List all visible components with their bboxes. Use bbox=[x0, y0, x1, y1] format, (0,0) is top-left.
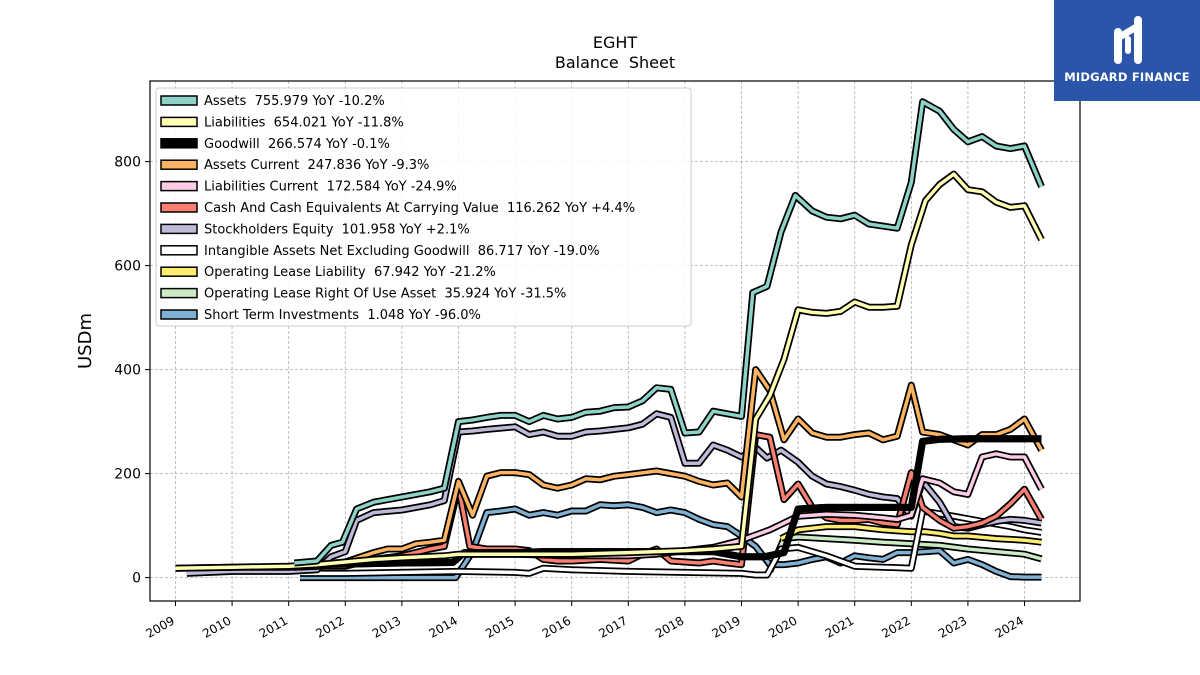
legend-label: Liabilities Current 172.584 YoY -24.9% bbox=[204, 180, 457, 195]
legend-label: Assets 755.979 YoY -10.2% bbox=[204, 94, 385, 109]
series-line bbox=[766, 533, 1043, 573]
legend-swatch bbox=[160, 95, 198, 106]
legend-label: Operating Lease Liability 67.942 YoY -21… bbox=[204, 265, 496, 280]
legend-label: Stockholders Equity 101.958 YoY +2.1% bbox=[204, 222, 470, 237]
series-outline bbox=[294, 366, 1045, 571]
y-tick-label: 800 bbox=[114, 155, 141, 171]
series-line bbox=[300, 507, 1043, 579]
plot-frame bbox=[149, 80, 1081, 602]
series-path bbox=[294, 100, 1044, 565]
chart-subtitle: Balance Sheet bbox=[555, 53, 675, 72]
series-line bbox=[175, 170, 1045, 572]
series-line bbox=[779, 523, 1042, 546]
series-line bbox=[300, 501, 1042, 582]
legend-label: Operating Lease Right Of Use Asset 35.92… bbox=[204, 287, 566, 302]
x-tick-label: 2015 bbox=[483, 613, 516, 640]
y-axis: 0 200 400 600 800 bbox=[114, 155, 150, 587]
series-path bbox=[780, 524, 1042, 544]
legend-swatch bbox=[160, 266, 198, 277]
x-tick-label: 2023 bbox=[936, 613, 969, 640]
x-tick-label: 2020 bbox=[766, 613, 799, 640]
y-axis-label: USDm bbox=[75, 313, 96, 369]
legend: Assets 755.979 YoY -10.2% Liabilities 654… bbox=[155, 87, 692, 327]
legend-label: Intangible Assets Net Excluding Goodwill… bbox=[204, 244, 600, 259]
series-line bbox=[293, 98, 1045, 567]
brand-logo: MIDGARD FINANCE bbox=[1054, 0, 1200, 101]
x-tick-label: 2022 bbox=[879, 613, 912, 640]
series-path bbox=[175, 432, 1044, 570]
x-tick-label: 2017 bbox=[596, 613, 629, 640]
series-path bbox=[768, 535, 1042, 573]
y-tick-label: 200 bbox=[114, 467, 141, 483]
x-tick-label: 2016 bbox=[540, 613, 573, 640]
legend-swatch bbox=[160, 287, 198, 299]
legend-label: Liabilities 654.021 YoY -11.8% bbox=[204, 115, 404, 130]
series-path bbox=[300, 503, 1042, 580]
x-tick-label: 2009 bbox=[144, 613, 177, 640]
legend-swatch bbox=[160, 180, 198, 192]
x-tick-label: 2011 bbox=[257, 613, 290, 640]
x-tick-label: 2012 bbox=[313, 613, 346, 640]
x-tick-label: 2019 bbox=[710, 613, 743, 640]
y-tick-label: 600 bbox=[114, 259, 141, 275]
brand-name: MIDGARD FINANCE bbox=[1064, 70, 1190, 84]
series-layer bbox=[175, 98, 1045, 582]
legend-swatch bbox=[160, 245, 198, 256]
legend-swatch bbox=[160, 223, 198, 235]
legend-swatch bbox=[160, 202, 198, 213]
y-tick-label: 0 bbox=[132, 571, 141, 587]
legend-label: Assets Current 247.836 YoY -9.3% bbox=[204, 158, 429, 173]
chart-title: EGHT bbox=[593, 33, 638, 52]
legend-label: Goodwill 266.574 YoY -0.1% bbox=[204, 137, 390, 152]
series-path bbox=[175, 172, 1044, 570]
x-tick-label: 2013 bbox=[370, 613, 403, 640]
x-tick-label: 2014 bbox=[427, 613, 460, 640]
legend-box bbox=[155, 87, 692, 327]
legend-label: Cash And Cash Equivalents At Carrying Va… bbox=[204, 201, 635, 216]
x-tick-label: 2010 bbox=[200, 613, 233, 640]
series-line bbox=[294, 366, 1045, 571]
x-axis: 2009 2010 2011 2012 2013 2014 2015 2016 2017 2018… bbox=[144, 601, 1026, 641]
brand-logo-icon bbox=[1114, 16, 1142, 64]
series-line bbox=[175, 431, 1045, 572]
x-tick-label: 2021 bbox=[823, 613, 856, 640]
legend-swatch bbox=[160, 138, 198, 149]
legend-swatch bbox=[160, 116, 198, 128]
legend-swatch bbox=[160, 309, 198, 320]
y-tick-label: 400 bbox=[114, 363, 141, 379]
legend-swatch bbox=[160, 159, 198, 170]
series-path bbox=[294, 367, 1044, 569]
x-tick-label: 2018 bbox=[653, 613, 686, 640]
series-path bbox=[300, 509, 1042, 577]
x-tick-label: 2024 bbox=[993, 613, 1026, 640]
legend-label: Short Term Investments 1.048 YoY -96.0% bbox=[204, 308, 481, 323]
